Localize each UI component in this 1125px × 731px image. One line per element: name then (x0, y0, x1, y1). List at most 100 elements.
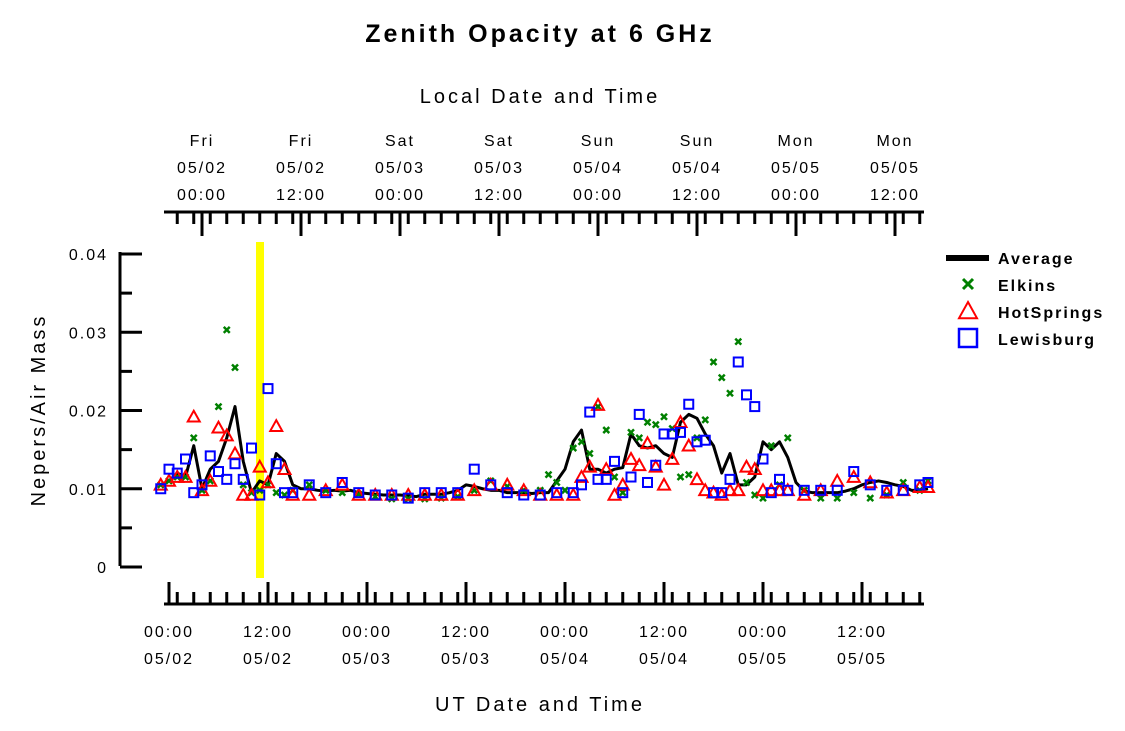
x-tick-time: 12:00 (837, 624, 887, 641)
top-tick-day: Fri (190, 133, 215, 150)
lewisburg-point (848, 466, 860, 478)
lewisburg-point (650, 459, 662, 471)
top-tick-date: 05/02 (276, 160, 326, 177)
lewisburg-point (724, 473, 736, 485)
series-hotsprings (153, 396, 936, 501)
elkins-point (651, 420, 660, 429)
hotsprings-point (334, 476, 350, 491)
x-tick-date: 05/05 (738, 651, 788, 668)
top-tick-day: Sat (385, 133, 415, 150)
hotsprings-point (862, 474, 878, 489)
hotsprings-point (227, 445, 243, 460)
hotsprings-point (648, 458, 664, 473)
top-tick-time: 12:00 (474, 187, 524, 204)
plot-area (153, 326, 936, 504)
x-tick-time: 00:00 (342, 624, 392, 641)
hotsprings-point (565, 486, 581, 501)
lewisburg-point (864, 479, 876, 491)
legend-swatch (961, 277, 975, 291)
lewisburg-point (831, 484, 843, 496)
lewisburg-point (246, 442, 257, 454)
hotsprings-point (590, 396, 606, 411)
legend-item-lewisburg: Lewisburg (957, 327, 1096, 349)
top-tick-time: 12:00 (870, 187, 920, 204)
x-tick-date: 05/04 (540, 651, 590, 668)
elkins-point (676, 473, 685, 481)
elkins-point (305, 480, 314, 489)
elkins-point (189, 434, 198, 442)
lewisburg-point (584, 406, 596, 418)
hotsprings-point (433, 486, 449, 501)
top-tick-date: 05/05 (771, 160, 821, 177)
lewisburg-point (675, 426, 686, 438)
lewisburg-point (897, 484, 909, 496)
hotsprings-point (219, 427, 235, 442)
x-tick-time: 12:00 (441, 624, 491, 641)
elkins-point (759, 494, 767, 503)
lewisburg-point (782, 484, 794, 496)
y-tick-label: 0.04 (69, 247, 108, 264)
lewisburg-point (749, 401, 761, 413)
lewisburg-point (774, 473, 785, 485)
top-axis-title: Local Date and Time (420, 86, 660, 108)
hotsprings-point (186, 408, 202, 423)
elkins-point (338, 488, 347, 497)
elkins-point (717, 373, 726, 382)
legend-item-average: Average (946, 251, 1075, 268)
top-tick-date: 05/03 (375, 160, 425, 177)
lewisburg-point (741, 389, 752, 401)
elkins-point (627, 428, 635, 437)
top-tick-time: 12:00 (276, 187, 326, 204)
x-tick-time: 00:00 (144, 624, 194, 641)
elkins-point (643, 418, 652, 427)
lewisburg-point (757, 453, 769, 465)
hotsprings-point (664, 450, 680, 465)
lewisburg-point (452, 487, 464, 499)
lewisburg-point (600, 473, 612, 485)
lewisburg-point (155, 483, 167, 495)
elkins-point (866, 494, 875, 503)
lewisburg-point (485, 479, 497, 491)
elkins-point (709, 358, 718, 366)
lewisburg-point (419, 487, 431, 499)
elkins-point (734, 337, 743, 346)
top-tick-date: 05/05 (870, 160, 920, 177)
hotsprings-point (301, 486, 317, 501)
hotsprings-point (730, 482, 746, 497)
hotsprings-point (417, 486, 433, 501)
elkins-point (660, 412, 668, 421)
elkins-point (742, 478, 751, 487)
top-tick-day: Sat (484, 133, 514, 150)
lewisburg-point (716, 487, 728, 499)
elkins-point (569, 444, 578, 452)
elkins-point (272, 488, 281, 497)
x-tick-date: 05/03 (441, 651, 491, 668)
hotsprings-point (268, 418, 284, 432)
elkins-point (618, 488, 627, 497)
lewisburg-point (336, 476, 348, 488)
y-tick-label: 0.03 (69, 325, 108, 342)
elkins-point (684, 470, 693, 479)
elkins-point (726, 389, 734, 398)
elkins-point (750, 491, 759, 499)
hotsprings-point (879, 484, 895, 499)
hotsprings-point (738, 458, 755, 473)
lewisburg-point (567, 487, 579, 499)
x-axis-title: UT Date and Time (435, 694, 645, 716)
lewisburg-point (798, 484, 810, 496)
hotsprings-point (351, 486, 367, 501)
chart-title: Zenith Opacity at 6 GHz (365, 20, 715, 48)
lewisburg-point (534, 489, 546, 501)
elkins-point (552, 478, 561, 487)
legend-label: Lewisburg (998, 332, 1096, 349)
elkins-point (231, 363, 239, 372)
lewisburg-point (196, 479, 208, 491)
hotsprings-point (169, 468, 185, 483)
legend-label: Average (998, 251, 1075, 268)
top-tick-time: 00:00 (573, 187, 623, 204)
x-tick-time: 00:00 (738, 624, 788, 641)
lewisburg-point (765, 487, 777, 499)
lewisburg-point (254, 489, 266, 501)
lewisburg-point (576, 479, 587, 491)
